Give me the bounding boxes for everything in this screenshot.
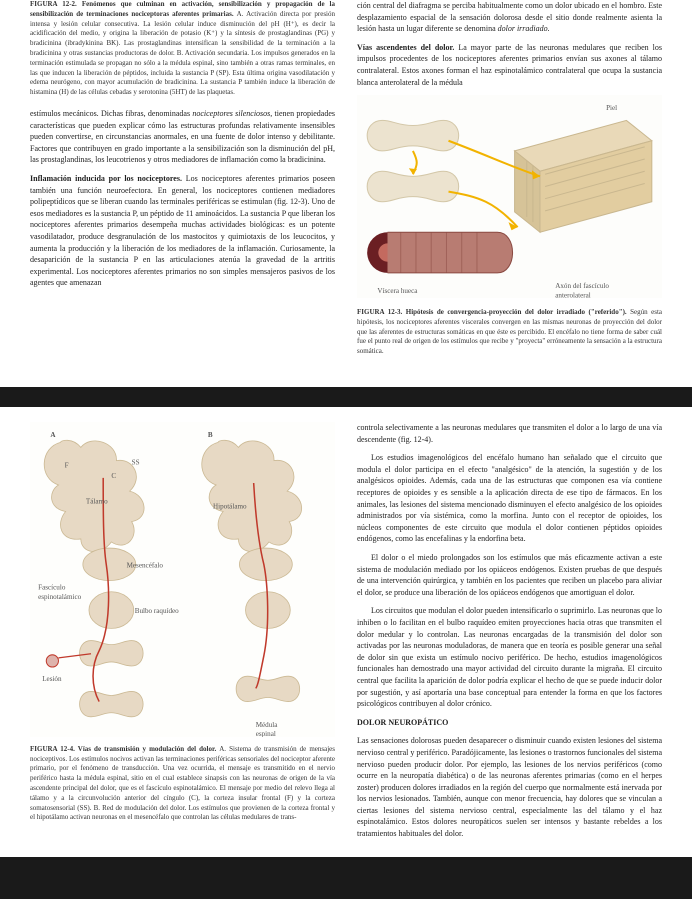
fig-12-2-body: A. Activación directa por presión intens…: [30, 10, 335, 96]
label-talamo: Tálamo: [86, 497, 108, 505]
fig-12-2-label: FIGURA 12-2.: [30, 0, 82, 8]
head-dolor-neuropatico-label: DOLOR NEUROPÁTICO: [357, 718, 448, 727]
head-inflamacion: Inflamación inducida por los nociceptore…: [30, 174, 186, 183]
fig-12-4-body: A. Sistema de transmisión de mensajes no…: [30, 745, 335, 822]
figure-12-2-caption: FIGURA 12-2. Fenómenos que culminan en a…: [30, 0, 335, 98]
text-nociceptores-italic: nociceptores silenciosos: [192, 109, 270, 118]
para-controla: controla selectivamente a las neuronas m…: [357, 422, 662, 445]
para-diafragma: ción central del diafragma se perciba ha…: [357, 0, 662, 35]
head-vias-ascendentes: Vías ascendentes del dolor.: [357, 43, 458, 52]
para-dolor-miedo: El dolor o el miedo prolongados son los …: [357, 552, 662, 598]
label-c: C: [111, 472, 116, 480]
para-neuropatico: Las sensaciones dolorosas pueden desapar…: [357, 735, 662, 839]
para-inflamacion: Inflamación inducida por los nociceptore…: [30, 173, 335, 289]
para-vias-ascendentes: Vías ascendentes del dolor. La mayor par…: [357, 42, 662, 88]
fig-12-3-title: Hipótesis de convergencia-proyección del…: [406, 308, 630, 316]
label-mesencefalo: Mesencéfalo: [127, 561, 164, 569]
figure-12-4-caption: FIGURA 12-4. Vías de transmisión y modul…: [30, 745, 335, 823]
fig-12-4-label: FIGURA 12-4.: [30, 745, 78, 753]
page1-right-column: ción central del diafragma se perciba ha…: [357, 0, 662, 367]
page-1: FIGURA 12-2. Fenómenos que culminan en a…: [0, 0, 692, 387]
page1-left-column: FIGURA 12-2. Fenómenos que culminan en a…: [30, 0, 335, 367]
para-circuitos: Los circuitos que modulan el dolor puede…: [357, 605, 662, 709]
fig-12-4-title: Vías de transmisión y modulación del dol…: [78, 745, 219, 753]
text-estimulos-a: estímulos mecánicos. Dichas fibras, deno…: [30, 109, 192, 118]
head-dolor-neuropatico: DOLOR NEUROPÁTICO: [357, 717, 662, 729]
figure-12-3-illustration: Piel Vísc: [357, 95, 662, 298]
para-estudios: Los estudios imagenológicos del encéfalo…: [357, 452, 662, 545]
label-bulbo: Bulbo raquídeo: [135, 607, 179, 615]
text-dolor-irradiado: dolor irradiado.: [498, 24, 550, 33]
fig-12-3-label: FIGURA 12-3.: [357, 308, 406, 316]
page-2: A B Tálamo SS: [0, 407, 692, 857]
figure-12-3-caption: FIGURA 12-3. Hipótesis de convergencia-p…: [357, 308, 662, 357]
label-f: F: [65, 462, 69, 470]
page2-left-column: A B Tálamo SS: [30, 422, 335, 847]
figure-12-4-illustration: A B Tálamo SS: [30, 422, 335, 737]
page1-columns: FIGURA 12-2. Fenómenos que culminan en a…: [30, 0, 662, 367]
page-gap: [0, 387, 692, 407]
label-b: B: [208, 431, 213, 439]
para-nociceptores-silenciosos: estímulos mecánicos. Dichas fibras, deno…: [30, 108, 335, 166]
label-ss: SS: [132, 459, 140, 467]
label-a: A: [50, 431, 56, 439]
page2-columns: A B Tálamo SS: [30, 422, 662, 847]
label-hipotalamo: Hipotálamo: [213, 502, 247, 510]
label-lesion: Lesión: [42, 675, 62, 683]
body-inflamacion: Los nociceptores aferentes primarios pos…: [30, 174, 335, 287]
page2-right-column: controla selectivamente a las neuronas m…: [357, 422, 662, 847]
label-viscera: Víscera hueca: [377, 287, 418, 295]
label-piel: Piel: [606, 104, 617, 112]
